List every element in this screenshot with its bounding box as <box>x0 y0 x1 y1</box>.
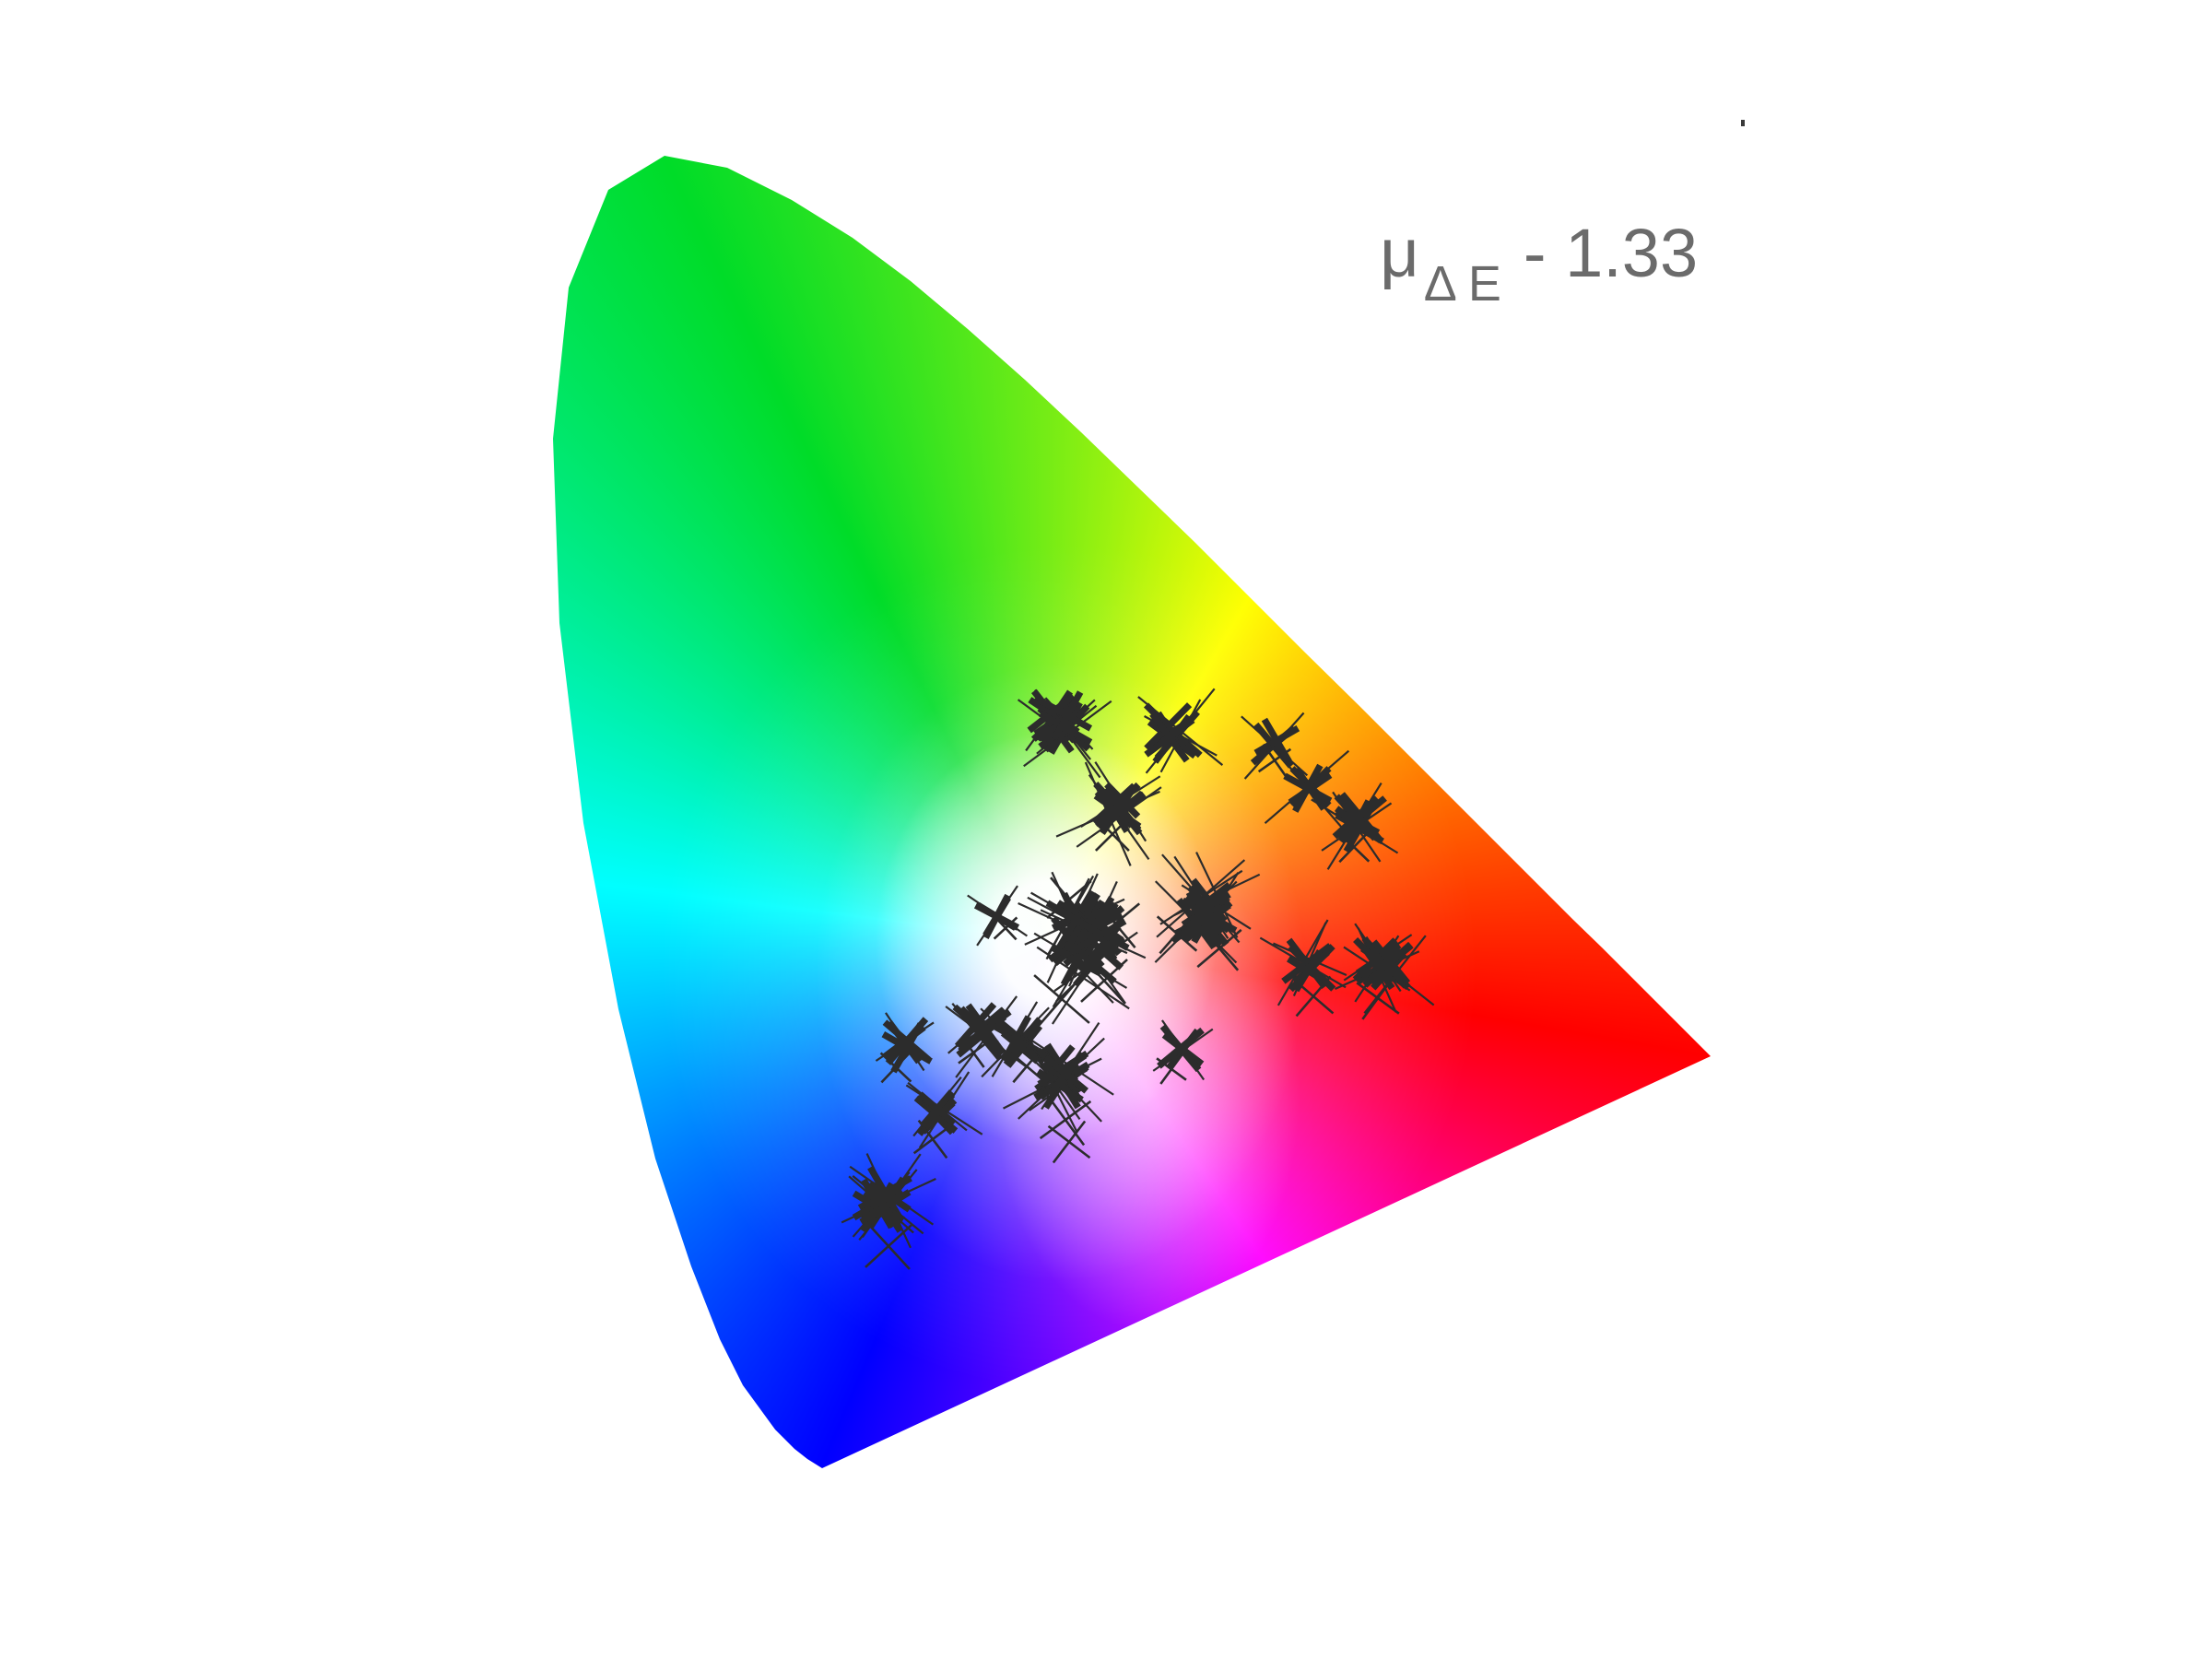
delta-e-marker <box>945 995 1028 1078</box>
delta-e-marker <box>1055 761 1162 866</box>
stray-dot <box>1741 120 1745 126</box>
delta-e-marker <box>1017 688 1112 779</box>
delta-e-marker <box>1311 782 1399 870</box>
delta-e-marker <box>1003 1022 1114 1164</box>
mean-delta-e-label: μΔ E - 1.33 <box>1342 151 1699 312</box>
delta-e-subscript: Δ E <box>1423 256 1501 312</box>
delta-e-marker <box>905 1071 983 1159</box>
delta-e-marker <box>875 1012 935 1084</box>
delta-e-marker <box>1264 744 1350 830</box>
delta-e-marker <box>1259 919 1347 1018</box>
delta-e-marker <box>1137 688 1224 774</box>
delta-e-marker <box>976 1001 1053 1084</box>
delta-e-marker <box>1152 1019 1214 1085</box>
mu-symbol: μ <box>1380 215 1419 291</box>
delta-e-marker <box>1154 852 1261 971</box>
delta-e-marker <box>1018 871 1147 1028</box>
delta-e-marker <box>1335 923 1435 1020</box>
delta-e-marker <box>967 885 1029 947</box>
delta-e-marker <box>1241 712 1309 780</box>
delta-e-marker <box>841 1153 936 1270</box>
delta-e-value: - 1.33 <box>1523 215 1699 291</box>
